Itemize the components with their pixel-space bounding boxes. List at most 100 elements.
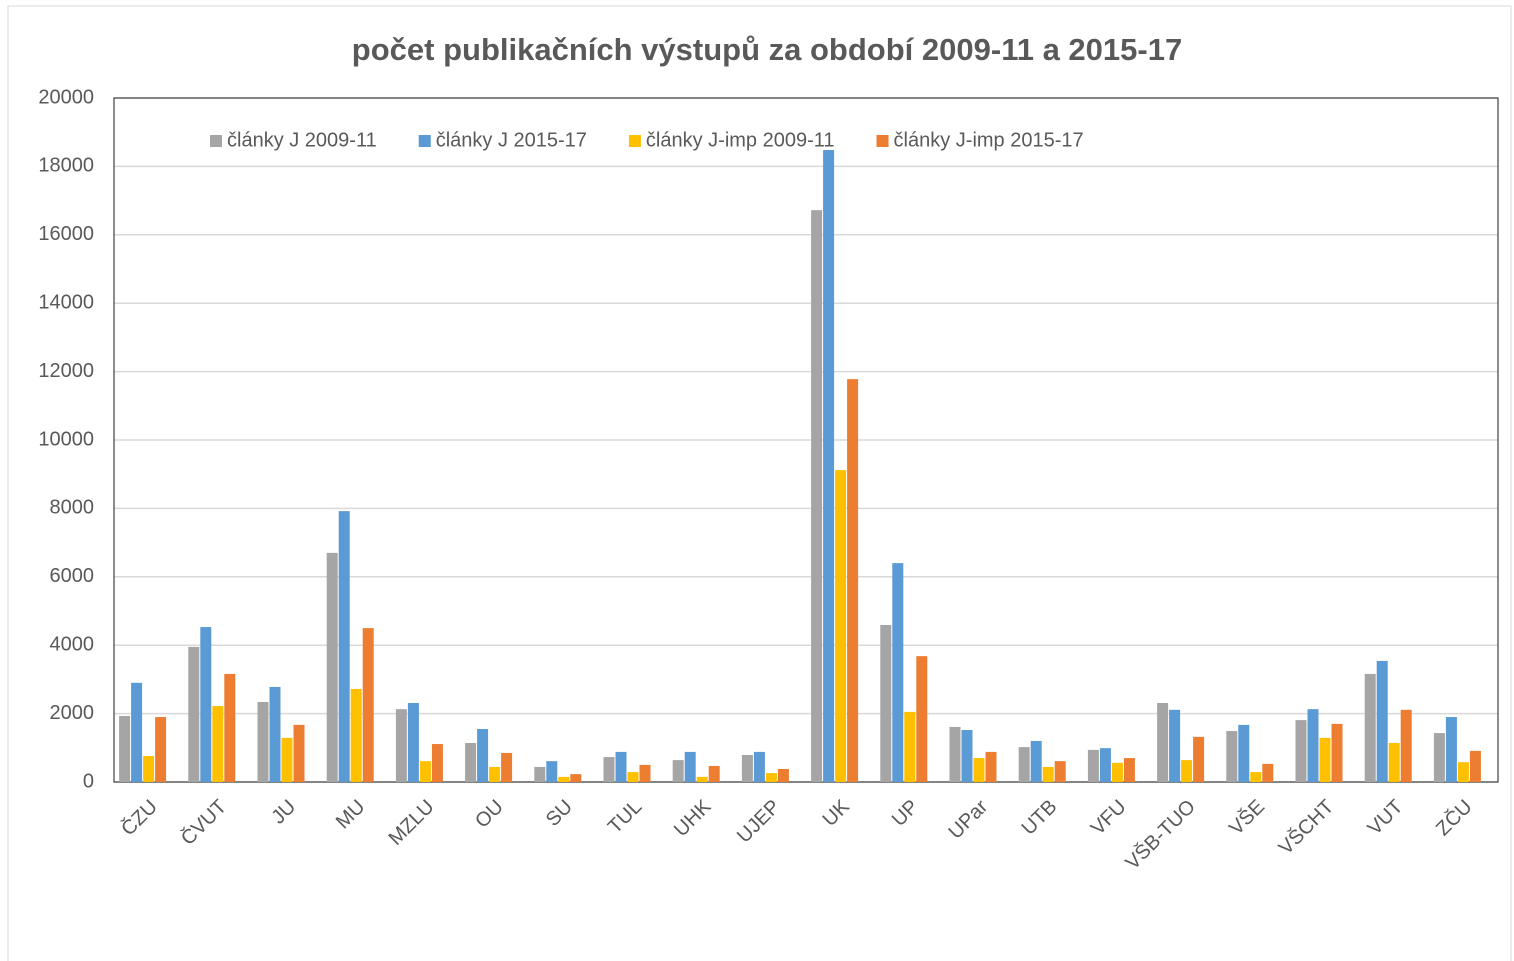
- y-tick-label: 18000: [38, 155, 94, 177]
- bar: [973, 758, 985, 782]
- bar: [916, 656, 928, 782]
- bar: [1226, 731, 1238, 782]
- bar: [684, 751, 696, 782]
- bar: [1181, 760, 1193, 782]
- bar: [465, 743, 477, 782]
- bar: [1388, 743, 1400, 782]
- bar: [212, 706, 224, 782]
- bar: [188, 646, 200, 782]
- bar: [961, 730, 973, 782]
- bar: [1307, 709, 1319, 782]
- bar: [1018, 747, 1030, 782]
- bar: [615, 751, 627, 782]
- bar: [753, 751, 765, 782]
- bar: [293, 724, 305, 782]
- bar: [696, 776, 708, 782]
- bar: [708, 765, 720, 782]
- bar: [1030, 740, 1042, 782]
- bar: [1295, 720, 1307, 782]
- bar: [949, 726, 961, 782]
- bar: [143, 756, 155, 782]
- y-tick-label: 12000: [38, 360, 94, 382]
- bar: [765, 773, 777, 782]
- bar: [639, 764, 651, 782]
- bar: [985, 751, 997, 782]
- y-tick-label: 14000: [38, 291, 94, 313]
- y-tick-label: 2000: [50, 702, 95, 724]
- bar: [892, 563, 904, 782]
- legend-swatch: [418, 135, 431, 147]
- y-tick-label: 8000: [50, 497, 95, 519]
- chart-border: [7, 5, 1512, 961]
- bar: [489, 766, 501, 782]
- y-tick-label: 0: [83, 770, 94, 792]
- y-tick-label: 10000: [38, 428, 94, 450]
- legend-label: články J-imp 2015-17: [894, 129, 1084, 151]
- bar: [880, 625, 892, 782]
- bar: [338, 511, 350, 782]
- bar: [1400, 709, 1412, 782]
- bar: [1087, 749, 1099, 782]
- bar: [835, 470, 847, 782]
- bar: [546, 761, 558, 782]
- bar: [1376, 660, 1388, 782]
- bar: [257, 701, 269, 782]
- bar: [811, 210, 823, 782]
- legend-swatch: [210, 135, 222, 147]
- bar: [1123, 758, 1135, 782]
- bar: [1364, 673, 1376, 782]
- bar: [1054, 761, 1066, 782]
- bar: [777, 769, 789, 782]
- bar: [1469, 750, 1481, 782]
- bar: [1169, 709, 1181, 782]
- bar: [350, 688, 362, 782]
- bar: [627, 772, 639, 782]
- bar: [224, 673, 236, 782]
- chart-title: počet publikačních výstupů za období 200…: [352, 32, 1182, 67]
- bar: [1262, 763, 1274, 782]
- legend-label: články J 2009-11: [227, 129, 377, 151]
- bar: [570, 774, 582, 782]
- bar: [603, 757, 615, 782]
- bar: [395, 709, 407, 782]
- bar: [281, 737, 293, 782]
- bar: [407, 702, 419, 782]
- legend-label: články J 2015-17: [436, 129, 587, 151]
- bar: [501, 752, 513, 782]
- plot-border: [113, 97, 1499, 783]
- bar: [200, 627, 212, 782]
- bar: [741, 754, 753, 782]
- bar: [419, 761, 431, 782]
- bar: [1099, 748, 1111, 782]
- legend-label: články J-imp 2009-11: [646, 129, 835, 151]
- y-tick-label: 20000: [38, 86, 94, 108]
- bar: [477, 728, 489, 782]
- bar: [1238, 724, 1250, 782]
- bar: [1433, 733, 1445, 782]
- bar: [823, 149, 835, 782]
- bar: [1457, 762, 1469, 782]
- bar: [904, 711, 916, 782]
- bar: [326, 552, 338, 782]
- bar: [1111, 762, 1123, 782]
- y-tick-label: 16000: [38, 223, 94, 245]
- bar: [131, 682, 143, 782]
- y-tick-label: 4000: [50, 633, 95, 655]
- bar: [847, 379, 859, 782]
- bar: [558, 776, 570, 782]
- bar: [1319, 737, 1331, 782]
- bar: [362, 628, 374, 782]
- bar: [672, 760, 684, 782]
- bar: [1331, 723, 1343, 782]
- bar: [269, 686, 281, 782]
- legend-swatch: [876, 135, 889, 147]
- y-tick-label: 6000: [50, 565, 95, 587]
- bar: [431, 744, 443, 782]
- bar: [1193, 736, 1205, 782]
- bar: [1250, 772, 1262, 782]
- bar: [1445, 717, 1457, 782]
- bar: [1042, 766, 1054, 782]
- bar: [119, 715, 131, 782]
- bar: [155, 717, 167, 782]
